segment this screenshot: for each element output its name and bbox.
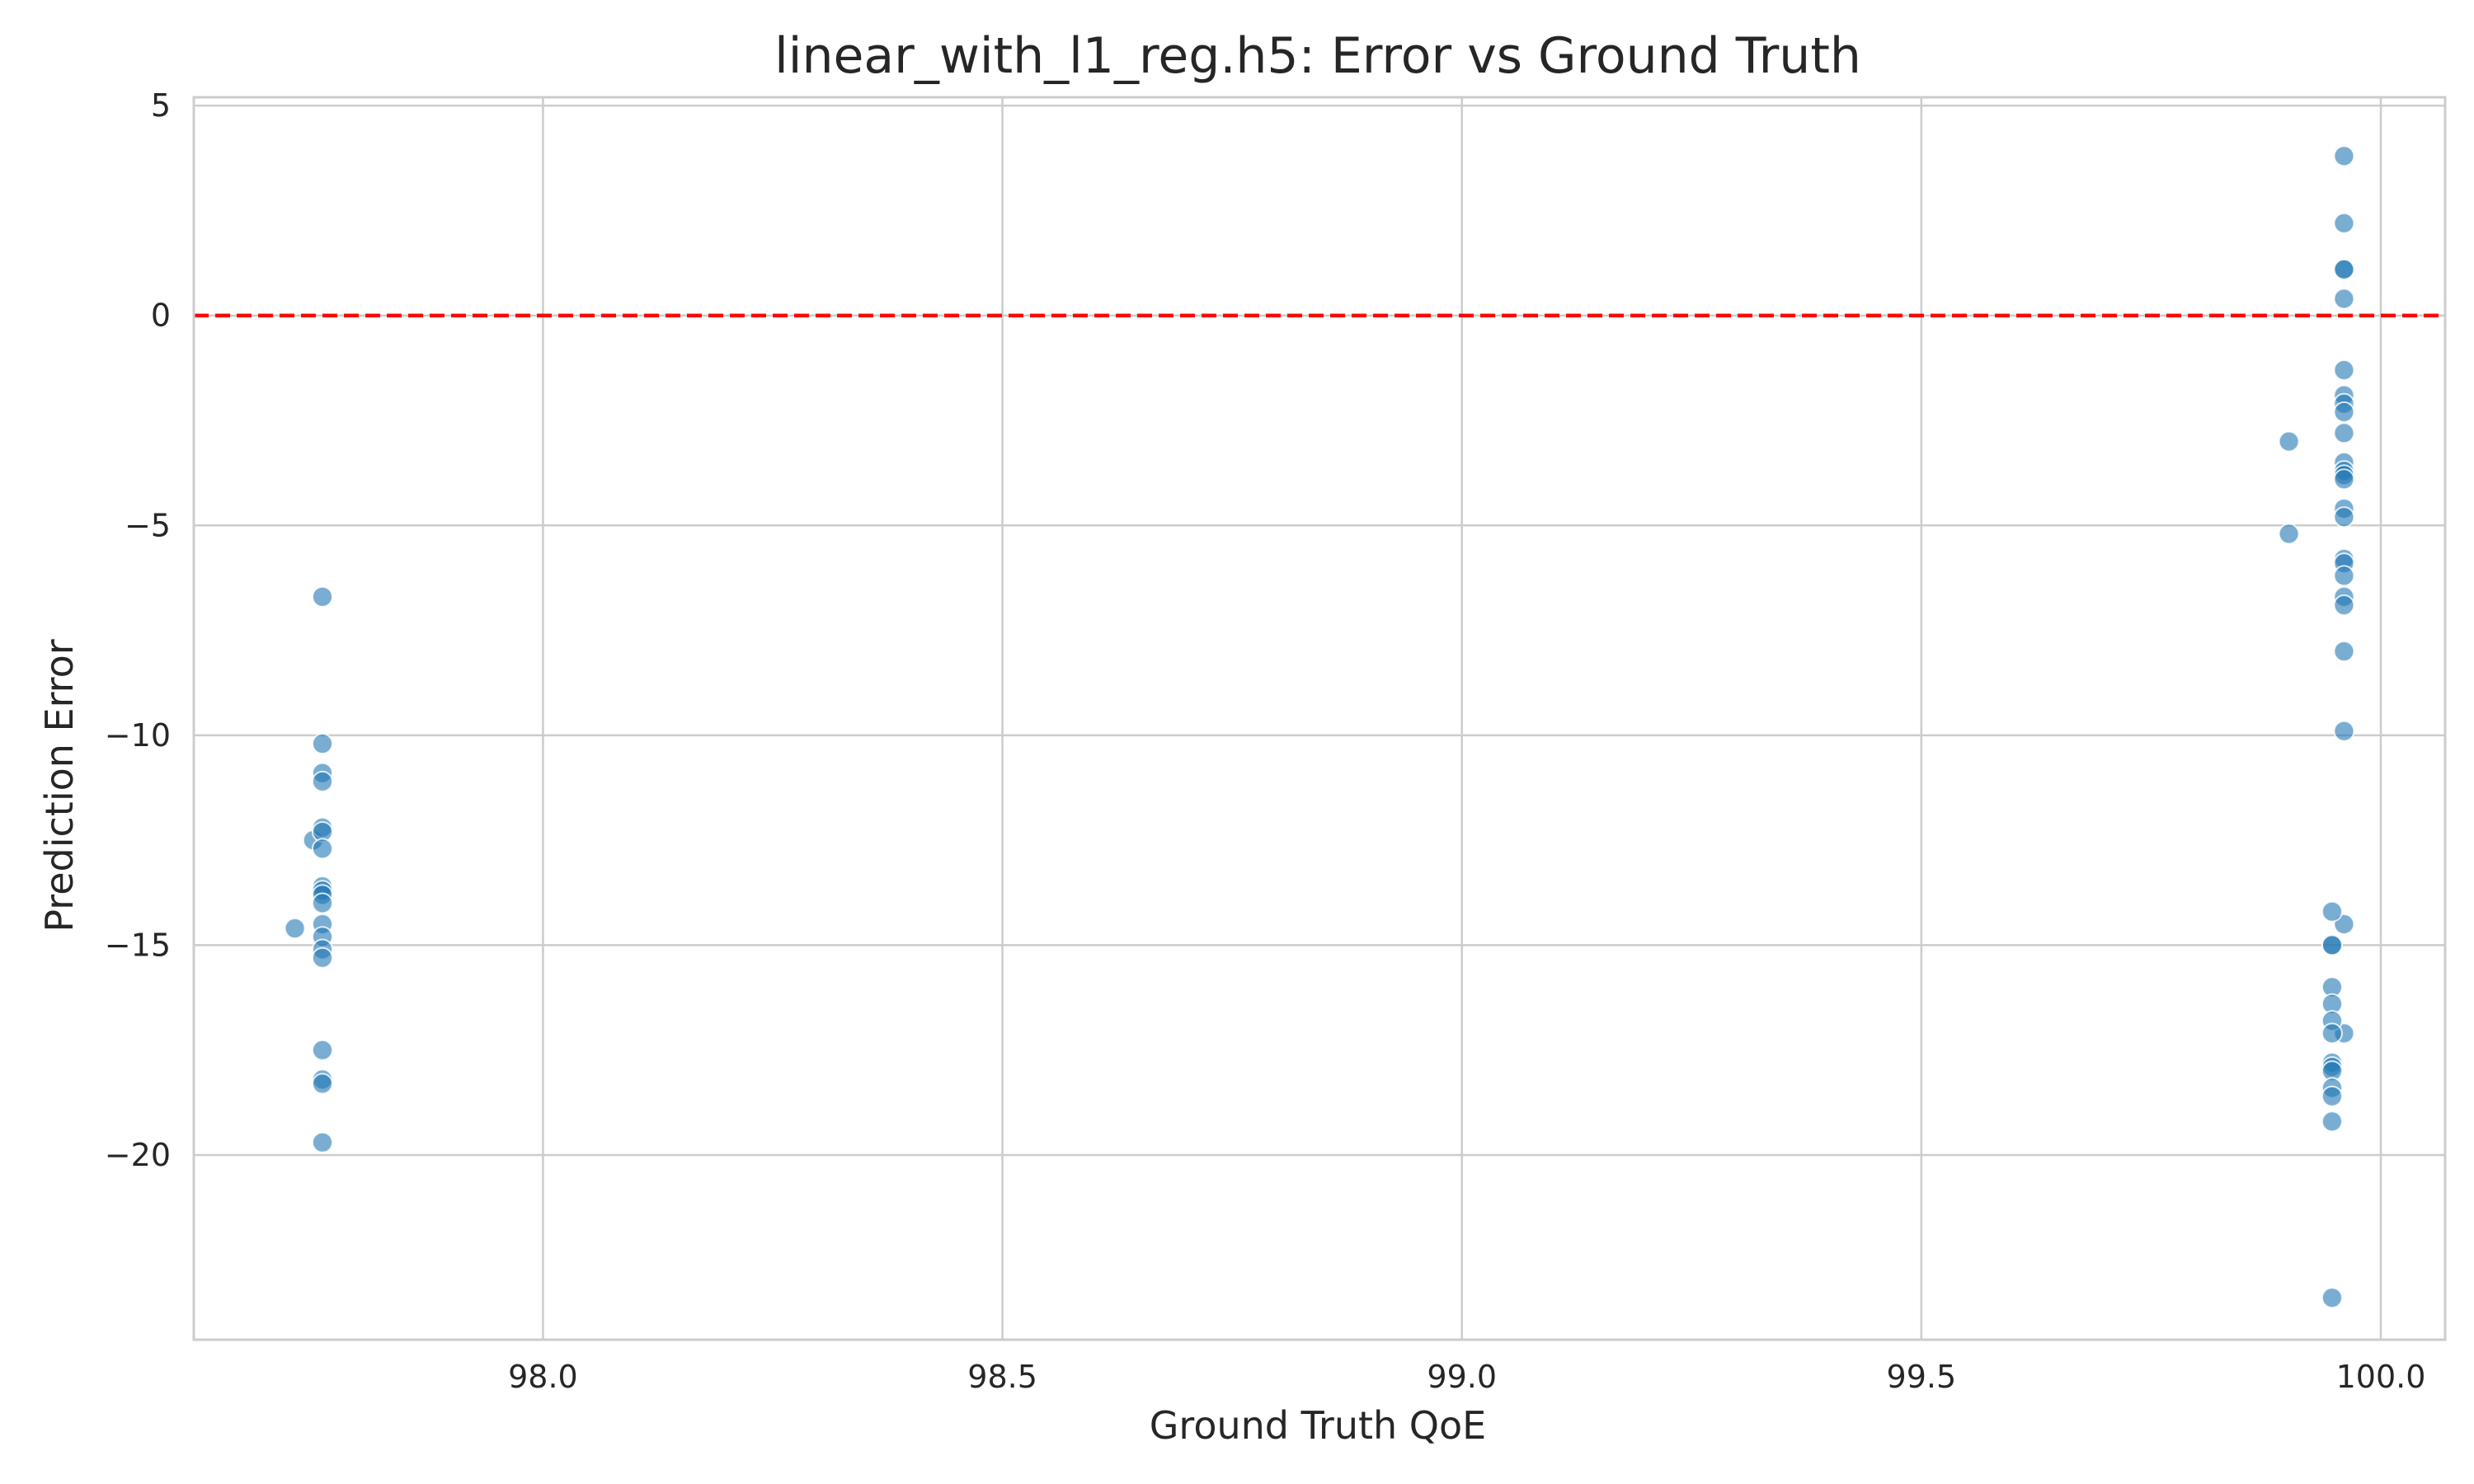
data-point — [312, 892, 333, 914]
y-tick-label: −5 — [125, 507, 171, 543]
plot-border — [192, 96, 2447, 1341]
data-point — [2278, 430, 2300, 453]
data-point — [2333, 468, 2355, 491]
data-point — [284, 918, 306, 940]
x-axis-label: Ground Truth QoE — [1150, 1403, 1486, 1448]
x-tick-label: 98.0 — [508, 1359, 578, 1395]
x-tick-labels: 98.0 98.5 99.0 99.5 100.0 — [508, 1359, 2425, 1395]
data-point — [2321, 1022, 2343, 1045]
data-point — [2333, 359, 2355, 381]
y-tick-label: −10 — [105, 717, 171, 754]
data-point — [2333, 422, 2355, 444]
data-point — [2321, 1287, 2343, 1309]
data-point — [2321, 934, 2343, 956]
data-point — [2321, 900, 2343, 923]
data-point — [312, 770, 333, 792]
data-point — [2333, 506, 2355, 528]
data-point — [2333, 565, 2355, 587]
y-tick-label: 0 — [151, 298, 171, 334]
data-point — [312, 733, 333, 755]
data-point — [2278, 523, 2300, 545]
data-point — [2333, 288, 2355, 310]
data-point — [2333, 720, 2355, 742]
data-point — [2321, 1111, 2343, 1133]
data-point — [312, 1039, 333, 1061]
data-point — [2333, 145, 2355, 167]
data-point — [2333, 594, 2355, 617]
data-point — [2333, 258, 2355, 280]
data-point — [312, 585, 333, 608]
y-tick-label: 5 — [151, 87, 171, 124]
x-tick-label: 98.5 — [967, 1359, 1037, 1395]
data-points — [284, 145, 2355, 1309]
y-tick-label: −15 — [105, 927, 171, 963]
plot-frame — [192, 96, 2447, 1341]
data-point — [312, 1073, 333, 1095]
chart-title: linear_with_l1_reg.h5: Error vs Ground T… — [774, 27, 1861, 85]
data-point — [312, 946, 333, 969]
y-tick-label: −20 — [105, 1137, 171, 1173]
data-point — [2333, 641, 2355, 663]
data-point — [312, 1131, 333, 1153]
x-tick-label: 100.0 — [2336, 1359, 2426, 1395]
x-tick-label: 99.5 — [1887, 1359, 1957, 1395]
x-tick-label: 99.0 — [1427, 1359, 1497, 1395]
data-point — [2333, 401, 2355, 423]
data-point — [312, 838, 333, 860]
y-tick-labels: 5 0 −5 −10 −15 −20 — [105, 87, 171, 1173]
data-point — [2333, 212, 2355, 234]
data-point — [2321, 1085, 2343, 1107]
y-axis-label: Prediction Error — [37, 639, 82, 932]
